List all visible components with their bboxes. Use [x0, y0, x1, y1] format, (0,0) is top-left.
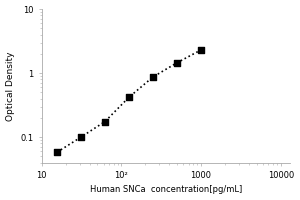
Point	[103, 120, 107, 123]
Point	[151, 75, 155, 79]
Point	[79, 135, 83, 139]
Point	[199, 48, 203, 52]
Point	[175, 61, 179, 64]
Point	[127, 96, 131, 99]
Y-axis label: Optical Density: Optical Density	[6, 51, 15, 121]
Point	[55, 151, 59, 154]
X-axis label: Human SNCa  concentration[pg/mL]: Human SNCa concentration[pg/mL]	[90, 185, 242, 194]
